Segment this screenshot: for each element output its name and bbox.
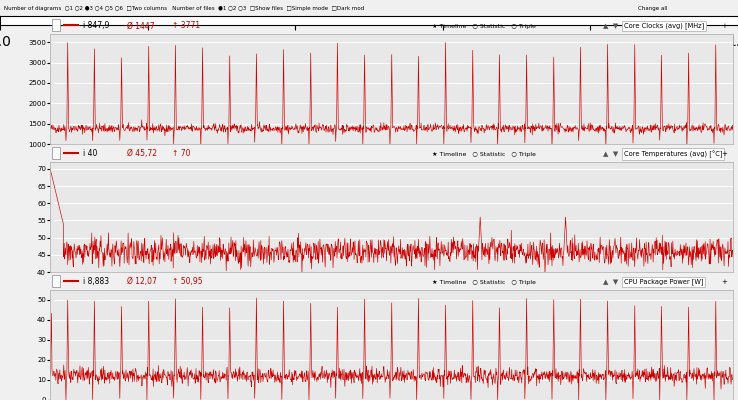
FancyBboxPatch shape: [52, 275, 61, 287]
Text: Ø 12,07: Ø 12,07: [128, 278, 157, 286]
Text: i 40: i 40: [83, 150, 97, 158]
Text: ↑ 3771: ↑ 3771: [172, 22, 200, 30]
Text: ★ Timeline   ○ Statistic   ○ Triple: ★ Timeline ○ Statistic ○ Triple: [432, 151, 537, 156]
Text: ▲  ▼: ▲ ▼: [603, 151, 618, 157]
Text: Ø 45,72: Ø 45,72: [128, 150, 157, 158]
Text: Change all: Change all: [638, 6, 668, 11]
Text: Core Clocks (avg) [MHz]: Core Clocks (avg) [MHz]: [624, 22, 704, 29]
Text: ▲  ▼: ▲ ▼: [603, 23, 618, 29]
FancyBboxPatch shape: [52, 19, 61, 31]
Text: ↑ 50,95: ↑ 50,95: [172, 278, 202, 286]
FancyBboxPatch shape: [52, 147, 61, 159]
Text: +: +: [721, 151, 727, 157]
Text: Ø 1447: Ø 1447: [128, 22, 155, 30]
Text: Number of diagrams  ○1 ○2 ●3 ○4 ○5 ○6  □Two columns   Number of files  ●1 ○2 ○3 : Number of diagrams ○1 ○2 ●3 ○4 ○5 ○6 □Tw…: [4, 6, 364, 11]
Text: i 8,883: i 8,883: [83, 278, 109, 286]
Text: CPU Package Power [W]: CPU Package Power [W]: [624, 278, 703, 285]
Text: ★ Timeline   ○ Statistic   ○ Triple: ★ Timeline ○ Statistic ○ Triple: [432, 279, 537, 284]
Text: ▲  ▼: ▲ ▼: [603, 279, 618, 285]
Text: +: +: [721, 23, 727, 29]
Text: ★ Timeline   ○ Statistic   ○ Triple: ★ Timeline ○ Statistic ○ Triple: [432, 23, 537, 28]
Text: +: +: [721, 279, 727, 285]
Text: i 847,9: i 847,9: [83, 22, 109, 30]
Text: ↑ 70: ↑ 70: [172, 150, 190, 158]
Text: Core Temperatures (avg) [°C]: Core Temperatures (avg) [°C]: [624, 150, 722, 158]
